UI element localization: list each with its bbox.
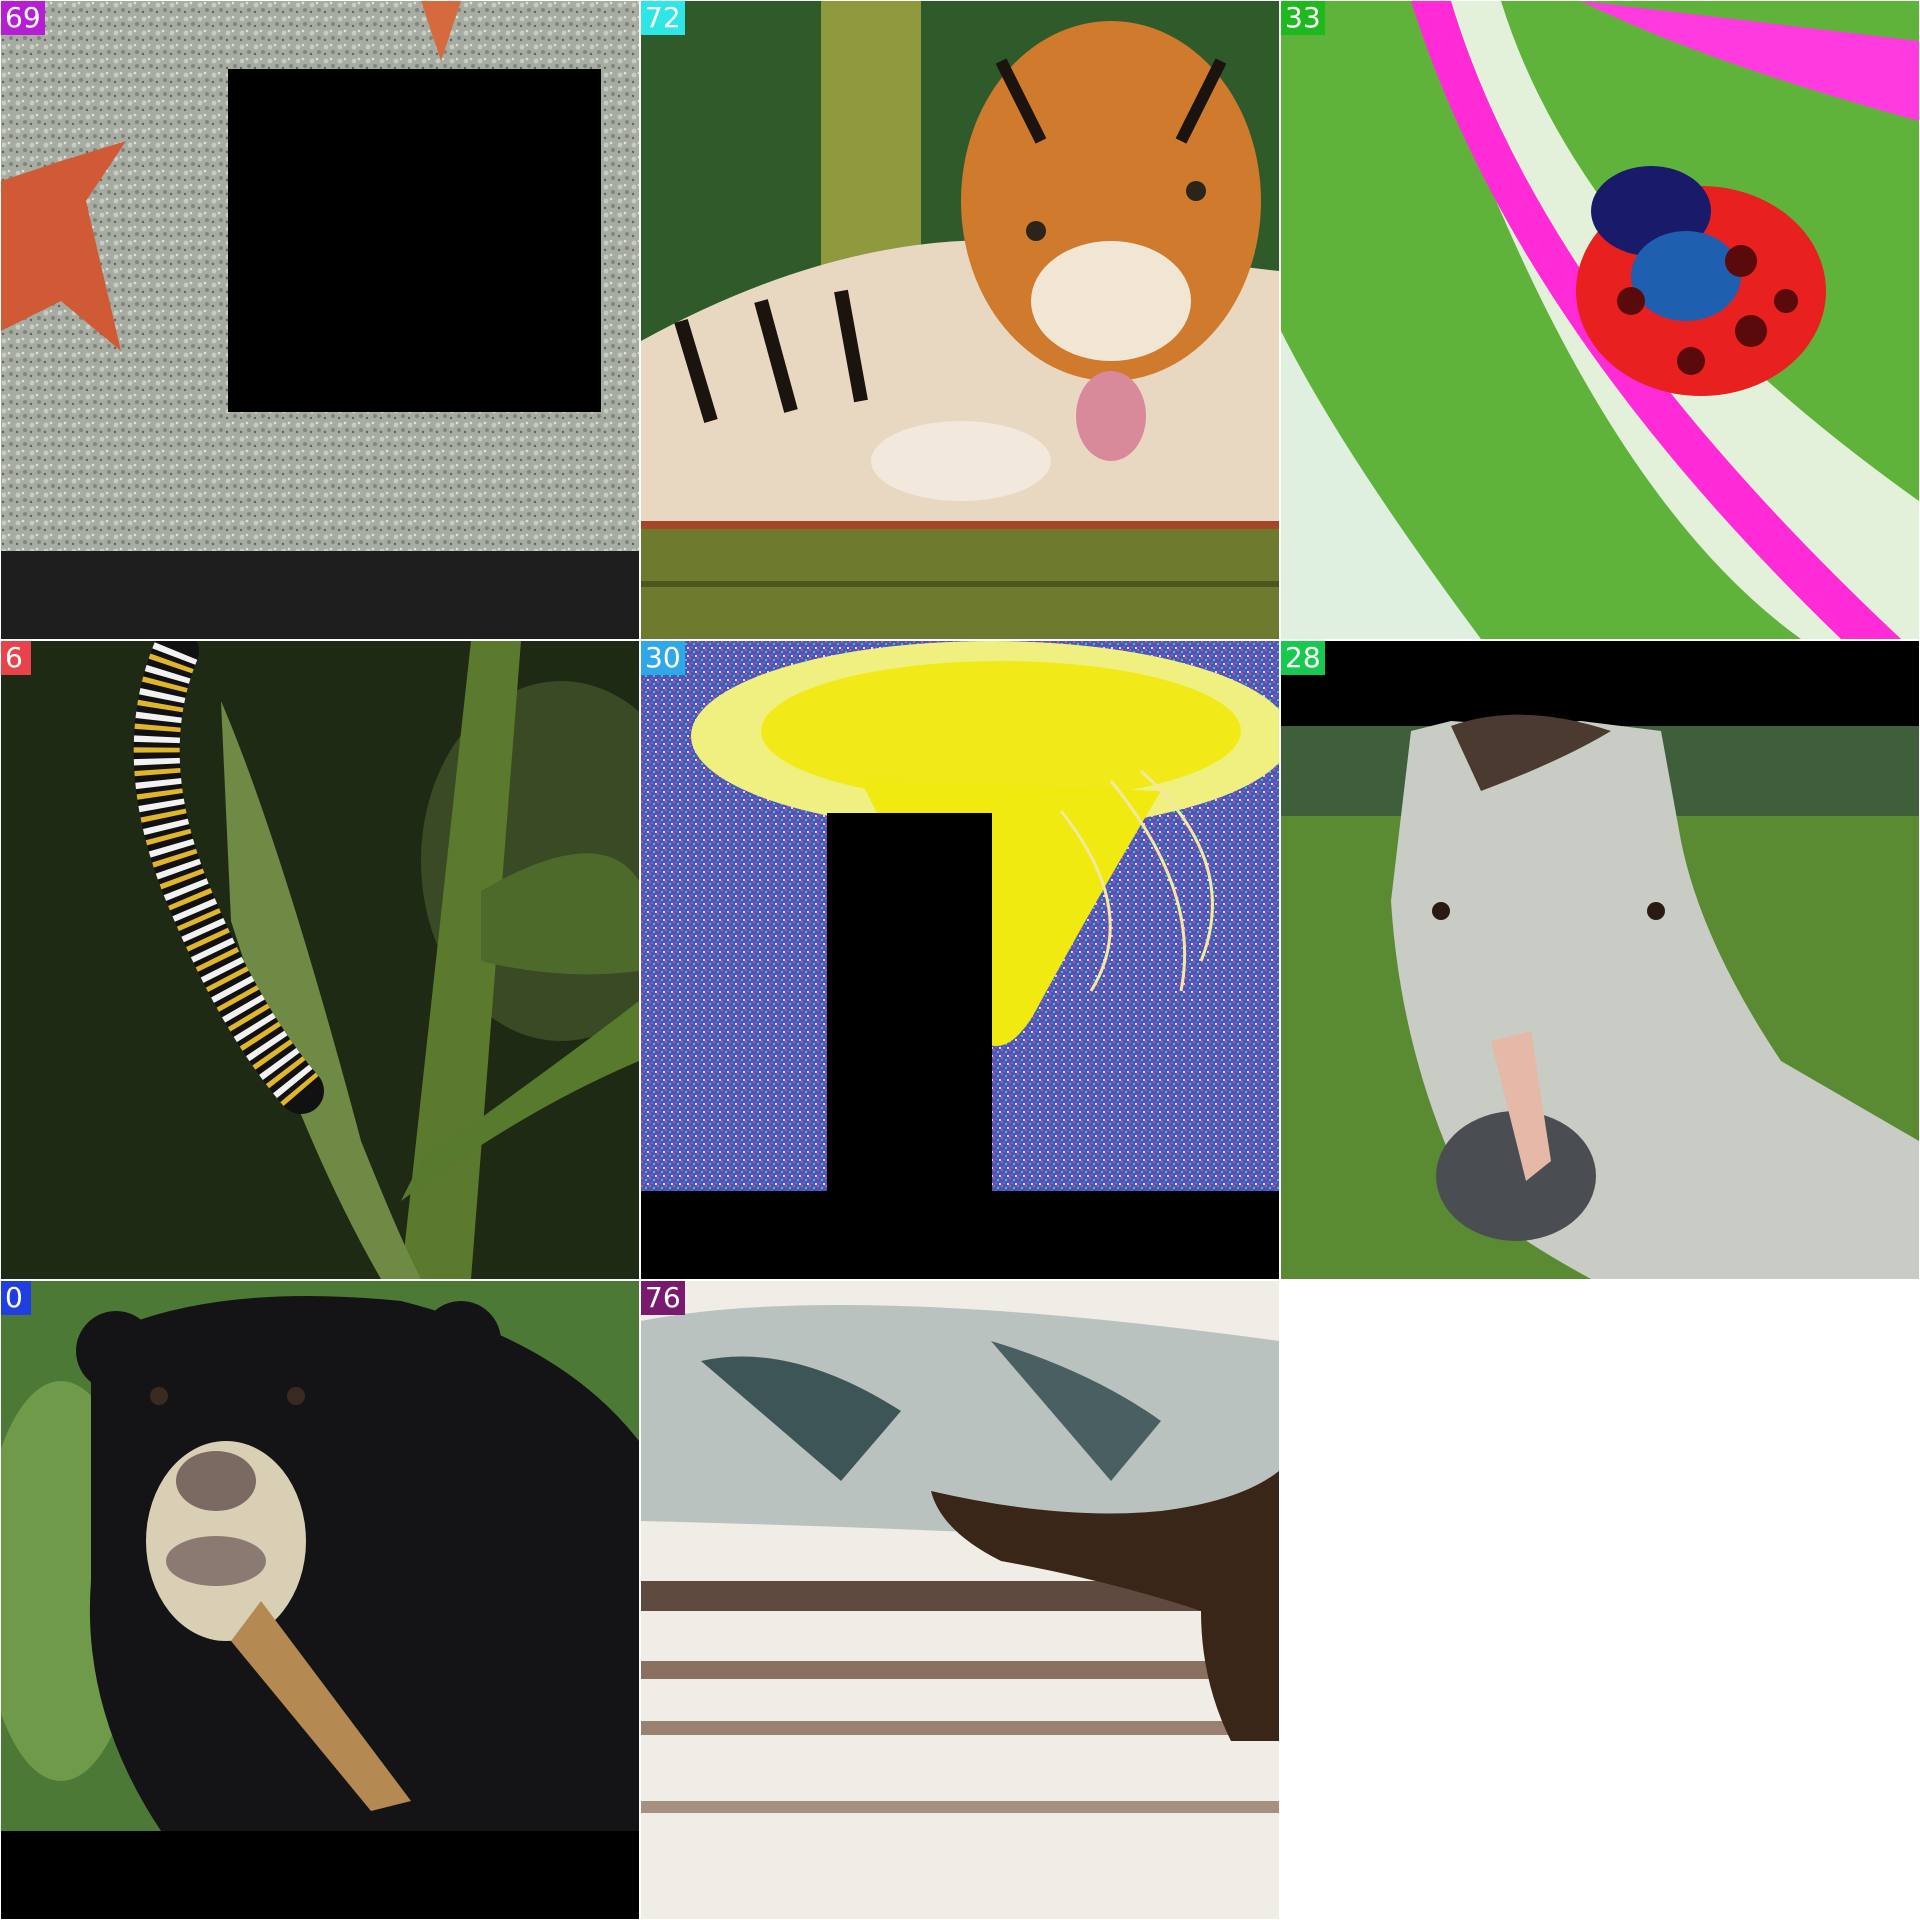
whale-image xyxy=(641,1281,1279,1919)
horse-image xyxy=(1281,641,1919,1279)
caterpillar-image xyxy=(1,641,639,1279)
bear-image xyxy=(1,1281,639,1919)
tile-label: 28 xyxy=(1281,641,1325,675)
jellyfish-image xyxy=(641,641,1279,1279)
tile-label: 72 xyxy=(641,1,685,35)
starfish-image xyxy=(1,1,639,639)
tile-label: 33 xyxy=(1281,1,1325,35)
tile-label: 76 xyxy=(641,1281,685,1315)
tile-horse: 28 xyxy=(1281,641,1919,1279)
ladybug-image xyxy=(1281,1,1919,639)
tile-label: 30 xyxy=(641,641,685,675)
tile-label: 0 xyxy=(1,1281,31,1315)
tile-label: 6 xyxy=(1,641,31,675)
tile-jellyfish: 30 xyxy=(641,641,1279,1279)
tile-whale: 76 xyxy=(641,1281,1279,1919)
tiger-image xyxy=(641,1,1279,639)
tile-bear: 0 xyxy=(1,1281,639,1919)
caterpillar-body xyxy=(133,641,324,1114)
tile-caterpillar: 6 xyxy=(1,641,639,1279)
tile-label: 69 xyxy=(1,1,45,35)
tile-starfish: 69 xyxy=(1,1,639,639)
tile-tiger: 72 xyxy=(641,1,1279,639)
tile-ladybug: 33 xyxy=(1281,1,1919,639)
